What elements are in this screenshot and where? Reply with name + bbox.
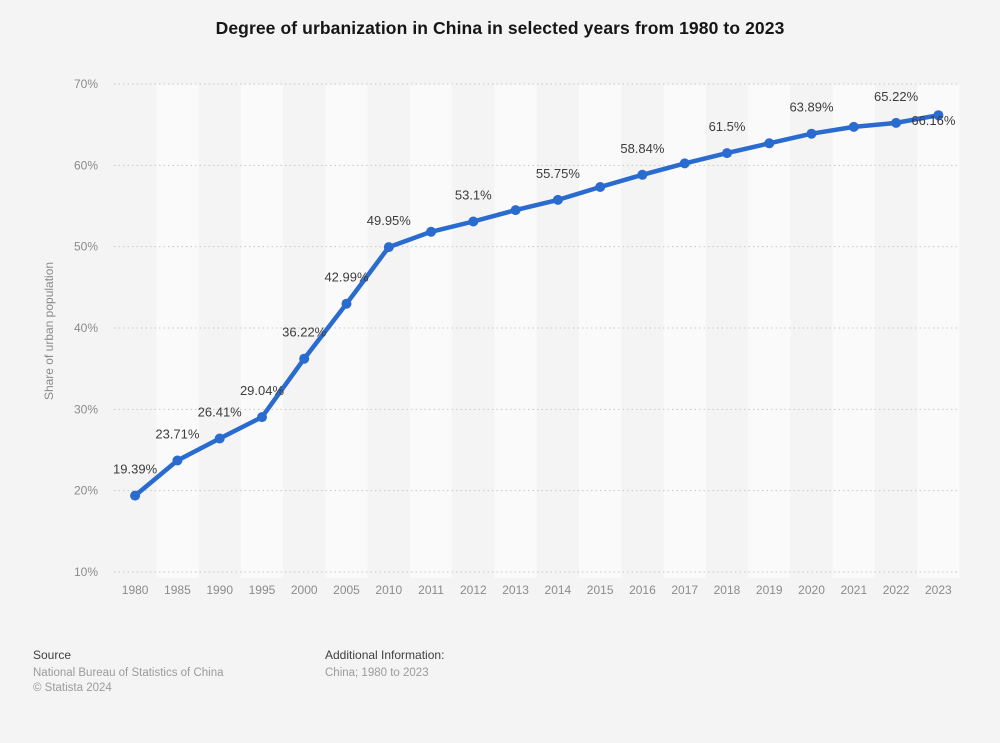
data-point-label: 29.04% bbox=[240, 383, 285, 398]
y-tick-label: 20% bbox=[74, 484, 98, 498]
data-point-label: 53.1% bbox=[455, 188, 492, 203]
data-point-label: 19.39% bbox=[113, 462, 158, 477]
statista-copyright: © Statista 2024 bbox=[33, 682, 112, 694]
additional-info-value: China; 1980 to 2023 bbox=[325, 667, 429, 679]
data-point[interactable] bbox=[764, 138, 775, 149]
data-point-label: 36.22% bbox=[282, 325, 327, 340]
x-tick-label: 2022 bbox=[883, 583, 910, 597]
y-tick-label: 30% bbox=[74, 402, 98, 416]
plot-band bbox=[156, 84, 199, 578]
line-series[interactable] bbox=[130, 110, 944, 501]
source-label: Source bbox=[33, 648, 72, 662]
data-point-label: 42.99% bbox=[324, 270, 369, 285]
y-tick-label: 50% bbox=[74, 240, 98, 254]
data-point[interactable] bbox=[933, 110, 944, 121]
data-point-label: 58.84% bbox=[620, 141, 665, 156]
plot-band bbox=[494, 84, 537, 578]
plot-band bbox=[917, 84, 960, 578]
data-point[interactable] bbox=[468, 216, 479, 227]
x-tick-label: 2010 bbox=[375, 583, 402, 597]
data-point-label: 55.75% bbox=[536, 166, 581, 181]
x-tick-label: 2016 bbox=[629, 583, 656, 597]
chart-title: Degree of urbanization in China in selec… bbox=[215, 18, 785, 38]
y-axis-tick-labels: 70% 60% 50% 40% 30% 20% 10% bbox=[74, 77, 98, 579]
plot-band bbox=[832, 84, 875, 578]
x-tick-label: 2019 bbox=[756, 583, 783, 597]
data-point[interactable] bbox=[214, 433, 225, 444]
data-point-label: 26.41% bbox=[198, 405, 243, 420]
additional-info-block: Additional Information: China; 1980 to 2… bbox=[325, 648, 444, 682]
x-tick-label: 2021 bbox=[840, 583, 867, 597]
data-point[interactable] bbox=[595, 182, 606, 192]
data-point-label: 49.95% bbox=[367, 213, 412, 228]
data-point[interactable] bbox=[806, 128, 817, 139]
y-tick-label: 40% bbox=[74, 321, 98, 335]
plot-band bbox=[240, 84, 284, 578]
x-tick-label: 2013 bbox=[502, 583, 529, 597]
data-point[interactable] bbox=[383, 242, 394, 253]
x-tick-label: 2015 bbox=[587, 583, 614, 597]
data-point-label: 61.5% bbox=[709, 119, 746, 134]
data-point[interactable] bbox=[510, 205, 521, 216]
data-point[interactable] bbox=[722, 148, 732, 159]
y-axis-title: Share of urban population bbox=[42, 262, 56, 400]
data-point[interactable] bbox=[891, 117, 902, 128]
x-tick-label: 2020 bbox=[798, 583, 825, 597]
series-line bbox=[132, 112, 941, 498]
data-point[interactable] bbox=[679, 158, 690, 169]
y-tick-label: 60% bbox=[74, 158, 98, 172]
x-tick-label: 1985 bbox=[164, 583, 191, 597]
data-point-label: 66.16% bbox=[911, 113, 956, 128]
data-point-label: 65.22% bbox=[874, 89, 919, 104]
x-tick-label: 1990 bbox=[206, 583, 233, 597]
data-point[interactable] bbox=[341, 298, 352, 309]
data-point[interactable] bbox=[552, 194, 563, 205]
data-point-labels: 19.39% 23.71% 26.41% 29.04% 36.22% 42.99% 49.9… bbox=[113, 89, 956, 477]
y-tick-label: 10% bbox=[74, 565, 98, 579]
data-point-label: 63.89% bbox=[789, 100, 834, 115]
y-tick-label: 70% bbox=[74, 77, 98, 91]
x-tick-label: 2018 bbox=[714, 583, 741, 597]
alternating-plot-bands bbox=[156, 84, 960, 578]
data-point[interactable] bbox=[637, 169, 648, 180]
plot-band bbox=[325, 84, 368, 578]
data-point-label: 23.71% bbox=[155, 427, 200, 442]
x-tick-label: 2000 bbox=[291, 583, 318, 597]
x-tick-label: 2017 bbox=[671, 583, 698, 597]
data-point[interactable] bbox=[172, 455, 183, 466]
plot-band bbox=[579, 84, 622, 578]
source-name: National Bureau of Statistics of China bbox=[33, 667, 224, 679]
x-tick-label: 2011 bbox=[418, 583, 444, 597]
x-tick-label: 1995 bbox=[249, 583, 276, 597]
data-point[interactable] bbox=[848, 121, 859, 132]
urbanization-line-chart[interactable]: 70% 60% 50% 40% 30% 20% 10% 1980 1985 1990 1995 20… bbox=[0, 0, 1000, 625]
plot-band bbox=[748, 84, 791, 578]
data-point[interactable] bbox=[130, 490, 141, 501]
additional-info-label: Additional Information: bbox=[325, 648, 445, 662]
x-tick-label: 2023 bbox=[925, 583, 952, 597]
horizontal-gridlines bbox=[114, 83, 960, 573]
x-tick-label: 2005 bbox=[333, 583, 360, 597]
data-point[interactable] bbox=[426, 226, 437, 237]
plot-band bbox=[409, 84, 453, 578]
source-block: Source National Bureau of Statistics of … bbox=[33, 648, 224, 697]
data-point[interactable] bbox=[257, 412, 267, 423]
x-tick-label: 2014 bbox=[545, 583, 572, 597]
x-axis-tick-labels: 1980 1985 1990 1995 2000 2005 2010 2011 2012 2013… bbox=[122, 583, 952, 597]
x-tick-label: 2012 bbox=[460, 583, 487, 597]
x-tick-label: 1980 bbox=[122, 583, 149, 597]
data-point[interactable] bbox=[299, 353, 310, 364]
